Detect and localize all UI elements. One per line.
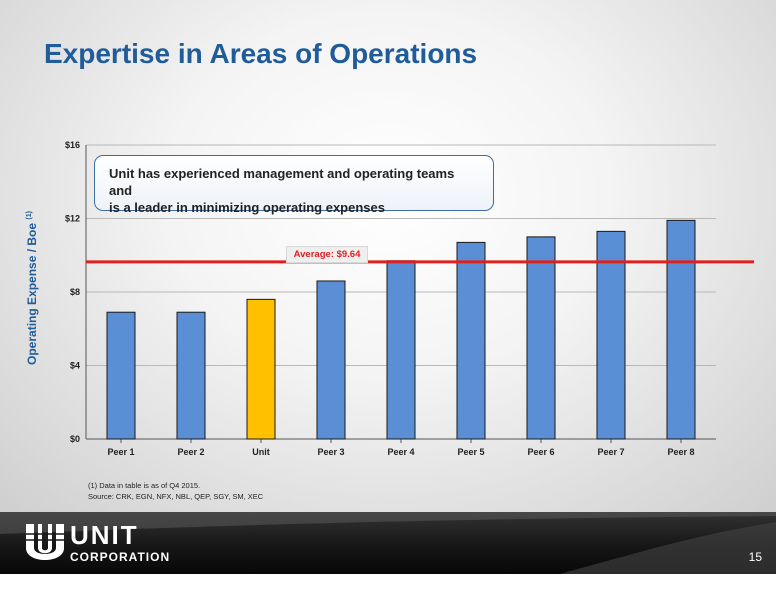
unit-corporation-logo: UNIT CORPORATION <box>22 518 212 568</box>
x-tick-label: Peer 5 <box>457 447 484 457</box>
y-tick-label: $0 <box>70 434 80 444</box>
footnote-line-1: (1) Data in table is as of Q4 2015. <box>88 481 201 490</box>
y-tick-label: $16 <box>65 140 80 150</box>
footer-bar: UNIT CORPORATION 15 <box>0 512 776 574</box>
y-tick-label: $8 <box>70 287 80 297</box>
x-tick-label: Peer 4 <box>387 447 414 457</box>
x-tick-label: Peer 2 <box>177 447 204 457</box>
callout-box: Unit has experienced management and oper… <box>94 155 494 215</box>
slide-title: Expertise in Areas of Operations <box>44 38 478 69</box>
logo-subtext: CORPORATION <box>70 550 171 564</box>
footnote: (1) Data in table is as of Q4 2015. Sour… <box>88 480 263 502</box>
bar-peer-5 <box>456 241 486 440</box>
footnote-line-2: Source: CRK, EGN, NFX, NBL, QEP, SGY, SM… <box>88 492 264 501</box>
page-number: 15 <box>748 550 762 564</box>
bar-peer-2 <box>176 311 206 440</box>
bars <box>106 219 696 440</box>
average-label: Average: $9.64 <box>286 246 368 263</box>
bar-peer-1 <box>106 311 136 440</box>
callout-line-1: Unit has experienced management and oper… <box>109 166 455 198</box>
x-tick-label: Peer 8 <box>667 447 694 457</box>
bar-peer-4 <box>386 260 416 440</box>
x-tick-label: Peer 6 <box>527 447 554 457</box>
bar-peer-6 <box>526 236 556 440</box>
bar-unit <box>246 298 276 440</box>
callout-line-2: is a leader in minimizing operating expe… <box>109 200 385 215</box>
bar-peer-8 <box>666 219 696 440</box>
logo-wordmark: UNIT <box>70 520 139 550</box>
x-tick-label: Unit <box>252 447 270 457</box>
bar-peer-3 <box>316 280 346 440</box>
y-tick-label: $4 <box>70 361 80 371</box>
x-tick-label: Peer 7 <box>597 447 624 457</box>
logo-mark-icon <box>26 524 64 560</box>
bar-peer-7 <box>596 230 626 440</box>
footer-swoosh <box>0 512 776 574</box>
x-tick-label: Peer 3 <box>317 447 344 457</box>
y-tick-label: $12 <box>65 214 80 224</box>
operating-expense-bar-chart: $0 $4 $8 $12 $16 Peer 1 Peer 2 Unit Peer 3 Peer 4… <box>65 140 754 457</box>
x-tick-label: Peer 1 <box>107 447 134 457</box>
